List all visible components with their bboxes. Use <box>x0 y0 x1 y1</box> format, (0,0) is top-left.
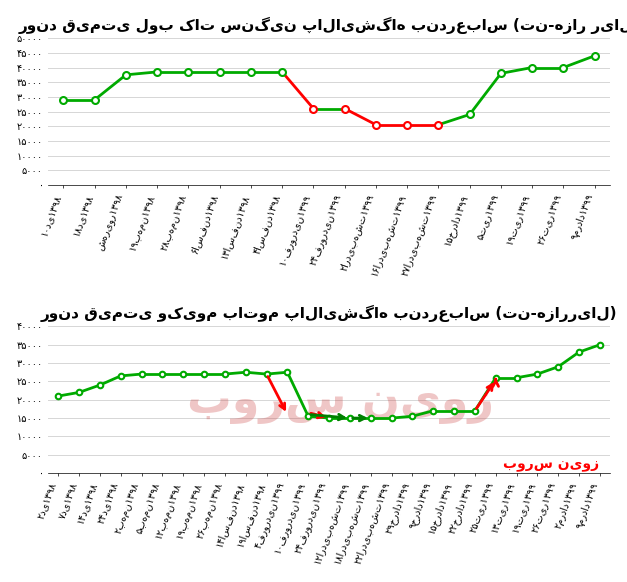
Title: روند قیمتی لوب کات سنگین پالایشگاه بندرعباس (تن-هزار ریال): روند قیمتی لوب کات سنگین پالایشگاه بندرع… <box>18 17 627 34</box>
Text: بورس نیوز: بورس نیوز <box>187 381 494 424</box>
Text: بورس نیوز: بورس نیوز <box>503 457 599 471</box>
Title: روند قیمتی وکیوم باتوم پالایشگاه بندرعباس (تن-هزارریال): روند قیمتی وکیوم باتوم پالایشگاه بندرعبا… <box>41 305 618 322</box>
